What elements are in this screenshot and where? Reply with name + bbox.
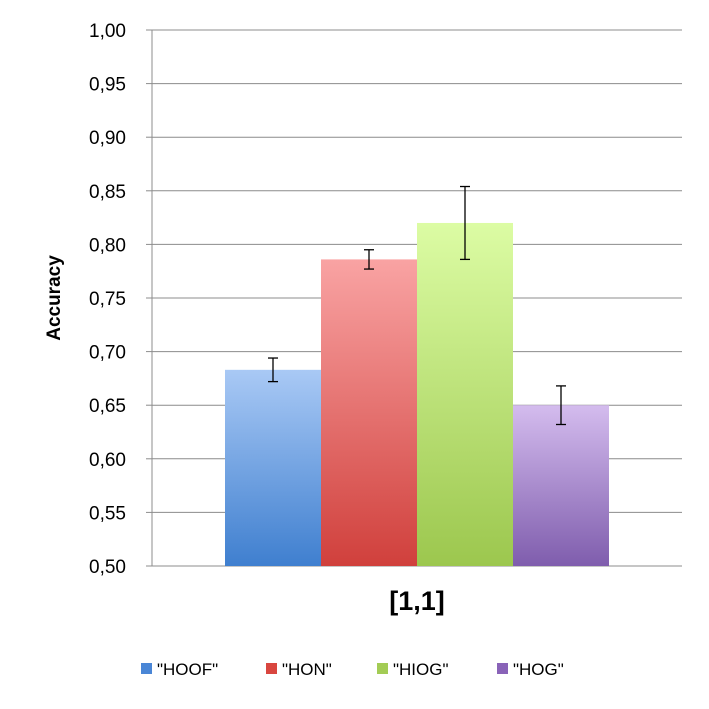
legend-label-0: "HOOF" bbox=[157, 660, 218, 679]
bar-1 bbox=[321, 259, 417, 566]
legend-label-2: "HIOG" bbox=[393, 660, 449, 679]
y-tick-label: 0,70 bbox=[89, 343, 126, 364]
legend-swatch-3 bbox=[497, 663, 508, 674]
legend-label-1: "HON" bbox=[282, 660, 332, 679]
legend-swatch-1 bbox=[266, 663, 277, 674]
y-axis-ticks: 0,50 0,55 0,60 0,65 0,70 0,75 0,80 0,85 0,90 0,95… bbox=[89, 21, 152, 578]
legend-swatch-0 bbox=[141, 663, 152, 674]
y-tick-label: 0,65 bbox=[89, 396, 126, 417]
y-tick-label: 1,00 bbox=[89, 21, 126, 42]
x-category-label: [1,1] bbox=[389, 586, 445, 616]
y-tick-label: 0,50 bbox=[89, 557, 126, 578]
y-tick-label: 0,90 bbox=[89, 128, 126, 149]
y-tick-label: 0,60 bbox=[89, 450, 126, 471]
y-tick-label: 0,80 bbox=[89, 235, 126, 256]
y-tick-label: 0,55 bbox=[89, 503, 126, 524]
legend-swatch-2 bbox=[377, 663, 388, 674]
bar-2 bbox=[417, 222, 513, 566]
bar-0 bbox=[225, 369, 321, 566]
y-tick-label: 0,95 bbox=[89, 75, 126, 96]
y-axis-label: Accuracy bbox=[44, 255, 65, 341]
legend-label-3: "HOG" bbox=[513, 660, 564, 679]
bars bbox=[225, 222, 609, 566]
y-tick-label: 0,75 bbox=[89, 289, 126, 310]
error-bars bbox=[268, 185, 566, 426]
bar-3 bbox=[513, 405, 609, 566]
legend: "HOOF" "HON" "HIOG" "HOG" bbox=[141, 660, 564, 679]
y-tick-label: 0,85 bbox=[89, 182, 126, 203]
